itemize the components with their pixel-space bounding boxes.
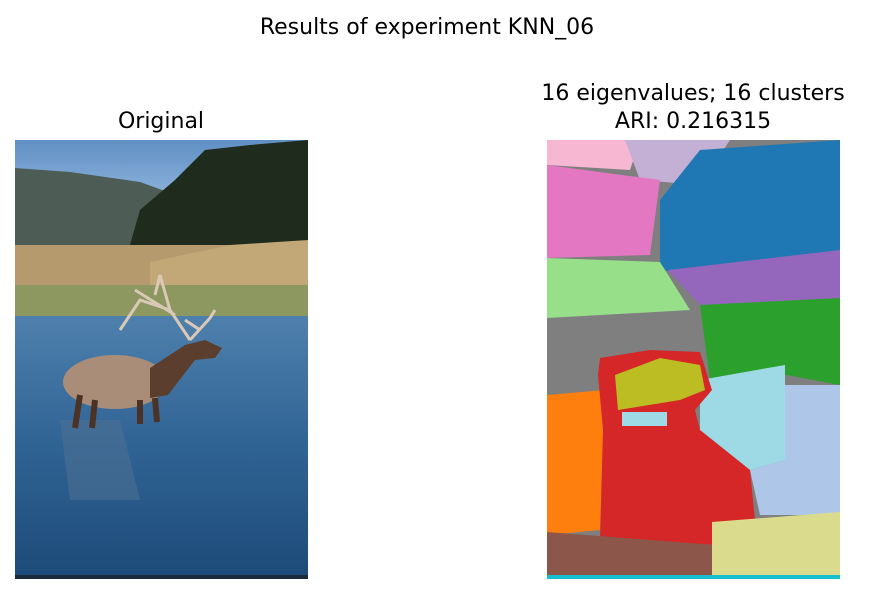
panel-title: 16 eigenvalues; 16 clusters (541, 81, 844, 106)
panel-title: Original (118, 109, 204, 134)
panel-title: ARI: 0.216315 (615, 109, 771, 134)
original-image (15, 140, 308, 579)
figure-title: Results of experiment KNN_06 (260, 15, 594, 40)
cluster-image (547, 140, 840, 579)
